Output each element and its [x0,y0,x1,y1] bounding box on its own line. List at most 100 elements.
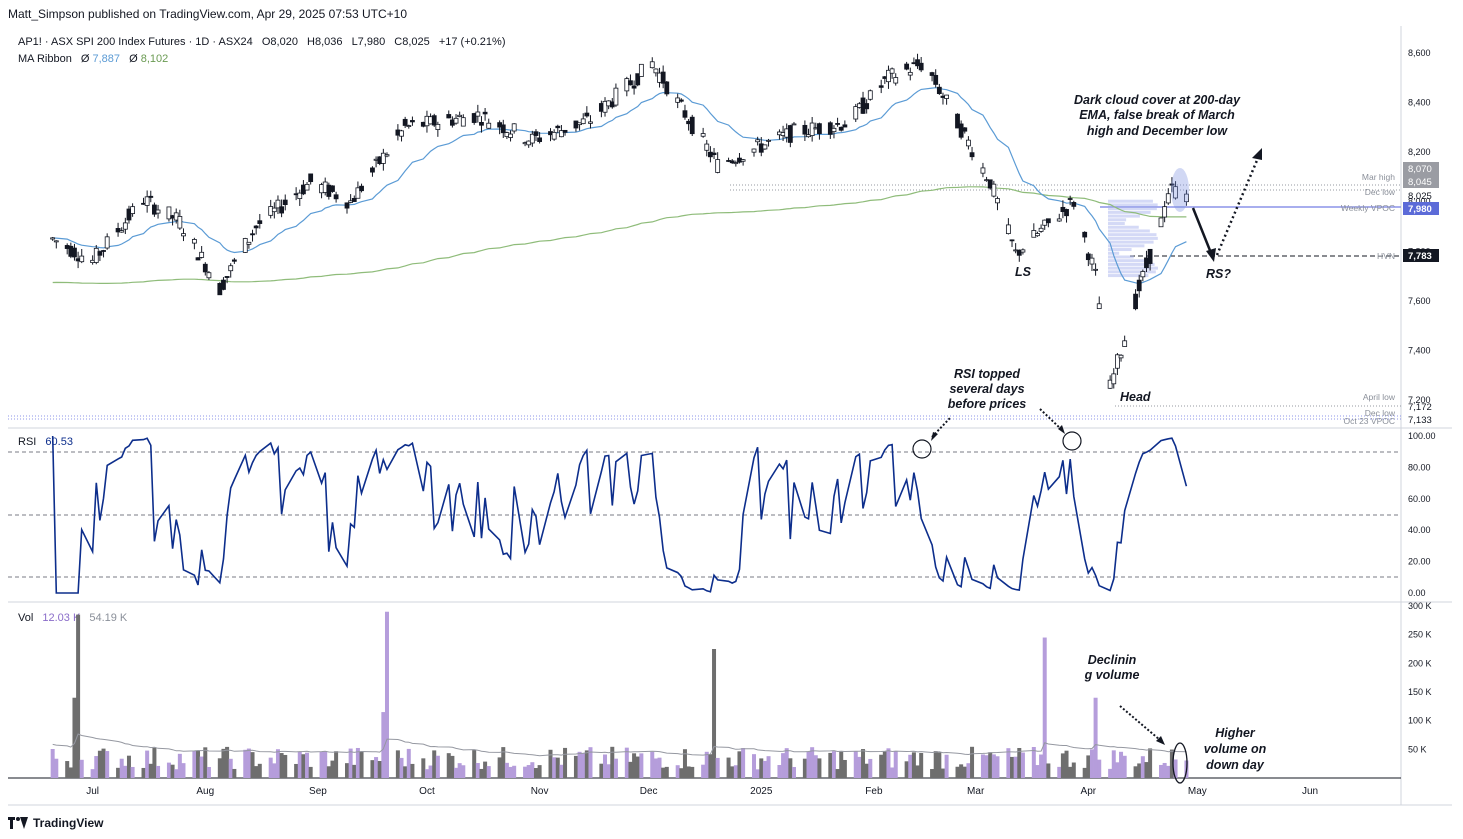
candle-body [279,206,284,214]
volume-bar [708,754,713,778]
volume-profile-row [1108,233,1157,237]
candle-body [886,69,891,83]
candle-body [704,143,710,151]
volume-bar [762,760,767,778]
volume-bar [937,752,942,778]
candle-body [508,133,513,138]
volume-bar [831,751,836,778]
candle-body [1115,354,1120,369]
rsi-top-circle-2 [1062,431,1082,451]
time-tick-5: Dec [640,786,658,797]
candle-body [1173,186,1178,199]
candle-body [918,62,924,71]
volume-bar [345,763,350,778]
candle-body [533,131,539,136]
ohlc-close: C8,025 [394,36,430,48]
volume-bar [170,764,175,778]
price-tick-1: 8,400 [1408,98,1431,108]
volume-profile-row [1108,240,1154,244]
volume-bar [1010,756,1015,778]
volume-bar [980,754,985,778]
candle-body [1056,218,1062,222]
volume-bar [512,765,517,778]
candle-body [246,241,252,245]
volume-profile-row [1108,270,1156,274]
time-tick-8: Mar [967,786,985,797]
volume-bar [733,765,738,778]
symbol-title[interactable]: AP1! · ASX SPI 200 Index Futures · 1D · … [18,36,253,48]
price-tick-5: 7,600 [1408,296,1431,306]
volume-bar [603,754,608,778]
volume-bar [301,754,306,778]
candle-body [104,236,110,249]
time-tick-0: Jul [86,786,99,797]
volume-bar [1039,754,1044,778]
volume-profile-row [1108,259,1147,263]
volume-bar [479,768,484,778]
candle-body [72,247,77,258]
volume-bar [817,758,822,778]
volume-bar [90,769,95,778]
candle-body [1067,198,1073,200]
tag-7783: 7,783 [1408,251,1432,262]
candle-body [1071,202,1077,207]
volume-bar [305,752,310,778]
candle-body [53,240,59,243]
volume-bar [410,763,415,778]
candle-body [119,230,125,233]
time-x-axis: Jul Aug Sep Oct Nov Dec 2025 Feb Mar Apr May Jun [86,786,1318,797]
volume-profile-row [1108,229,1150,233]
time-tick-9: Apr [1081,786,1097,797]
candle-body [79,255,85,263]
ma-ribbon-label[interactable]: MA Ribbon [18,53,72,65]
volume-bar [279,753,284,778]
volume-bar [319,751,324,778]
volume-bar [944,754,949,778]
candle-body [282,199,288,205]
volume-label[interactable]: Vol [18,612,34,624]
rsi-label[interactable]: RSI [18,436,37,448]
volume-bar [323,751,328,778]
price-tick-2: 8,200 [1408,147,1431,157]
candle-body [1096,303,1102,310]
volume-bar [1144,762,1149,778]
volume-bar [573,755,578,778]
candle-body [700,133,706,137]
tradingview-footer[interactable]: TradingView [8,816,103,830]
candle-body [980,167,986,174]
chart-canvas[interactable]: 8,6008,4008,2008,0007,8007,6007,4007,200… [0,0,1463,812]
volume-bar [1020,752,1025,778]
candle-body [791,123,797,126]
volume-bar [330,760,335,778]
volume-bar [882,751,887,778]
volume-bar [428,765,433,778]
volume-value-1: 12.03 K [42,612,81,624]
volume-bar [639,753,644,778]
volume-bar [475,762,480,778]
candle-body [929,72,935,76]
volume-bar [1057,766,1062,778]
volume-profile-row [1108,248,1132,252]
annotation-head: Head [1120,390,1151,404]
candle-body [1162,206,1168,218]
volume-bar [537,765,542,778]
candle-body [787,125,793,143]
candle-body [889,68,895,74]
candle-body [602,100,608,113]
time-tick-10: May [1188,786,1207,797]
volume-bar [221,748,226,778]
volume-bar [1169,749,1174,778]
price-tick-6: 7,400 [1408,345,1431,355]
candle-body [1082,231,1088,238]
annotation-vol-2b: volume on [1204,742,1267,756]
volume-bar [359,751,364,778]
volume-bar [50,748,55,778]
candle-body [257,220,263,224]
volume-bar [254,766,259,778]
ma1-prefix: Ø [80,53,90,65]
volume-bar [1046,763,1051,778]
volume-bar [68,767,73,778]
candle-body [1064,209,1069,217]
candle-body [762,144,768,150]
volume-bar [232,768,237,778]
